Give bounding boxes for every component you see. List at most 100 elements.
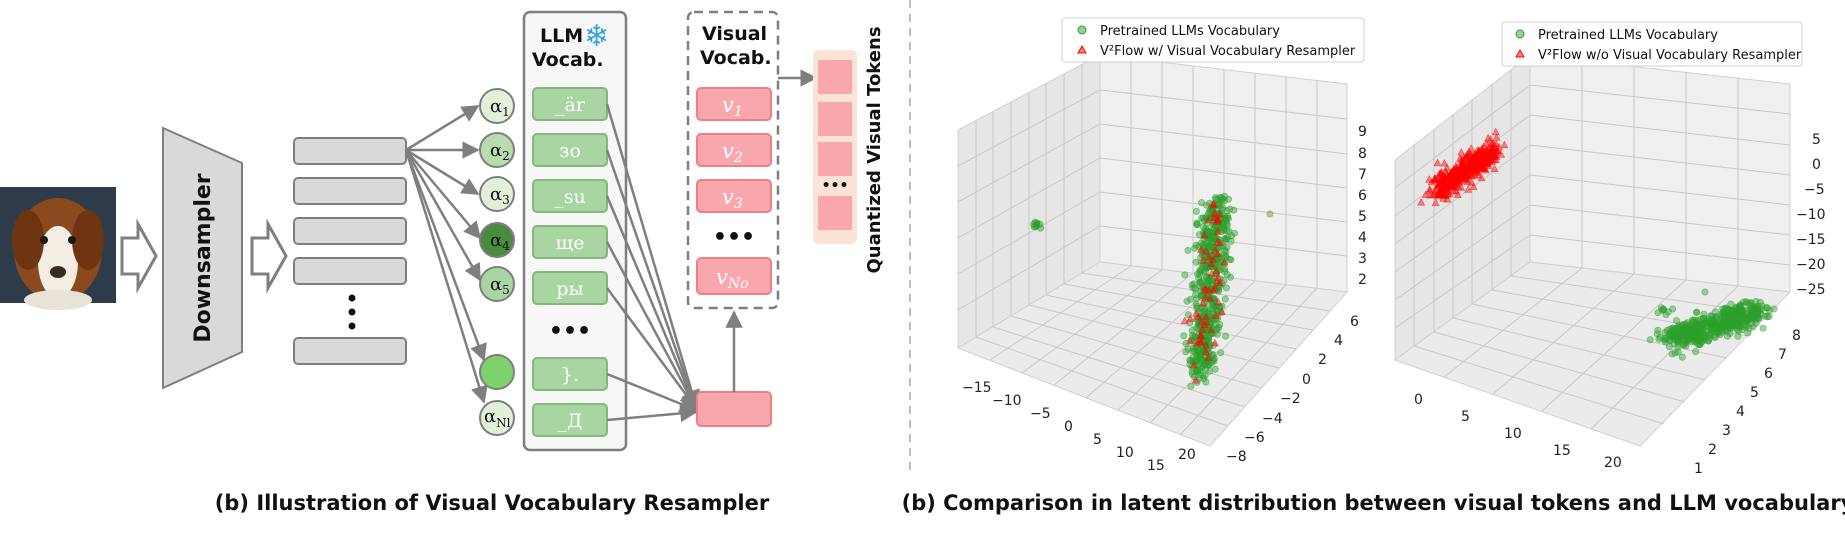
visual-vocab-item	[696, 257, 772, 295]
red-point	[1437, 168, 1446, 176]
plot1-x-tick: 5	[1093, 432, 1102, 448]
green-point	[1763, 313, 1771, 321]
green-point	[1201, 307, 1209, 315]
green-point	[1210, 357, 1218, 365]
red-point	[1199, 256, 1208, 264]
red-point	[1473, 151, 1482, 160]
green-point	[1211, 365, 1219, 373]
red-point	[1213, 214, 1222, 223]
plot1-z-tick: 7	[1358, 167, 1367, 183]
plot2-legend-item: Pretrained LLMs Vocabulary	[1538, 28, 1718, 43]
green-point	[1187, 382, 1195, 390]
green-point	[1700, 329, 1708, 337]
red-point	[1213, 215, 1222, 224]
red-point	[1492, 133, 1501, 141]
alpha-label-2: α2	[490, 140, 510, 163]
visual-vocab-text: v1	[722, 93, 743, 120]
green-point	[1655, 335, 1663, 343]
green-point	[1193, 270, 1201, 278]
llm-vocab-text: }.	[561, 364, 579, 386]
green-point	[1696, 322, 1704, 330]
ellipsis-dot	[348, 322, 356, 330]
green-point	[1187, 357, 1195, 365]
plot2-z-tick: −20	[1796, 257, 1826, 273]
alpha-label-3: α3	[490, 184, 510, 207]
green-point	[1745, 314, 1753, 322]
plot2-y-tick: 4	[1736, 404, 1745, 420]
alpha-weights: α1 α2 α3 α4 α5 αNl	[479, 88, 515, 436]
green-point	[1692, 348, 1700, 356]
resampler-diagram: Downsampler α1	[0, 10, 885, 515]
llm-vocab-text: зо	[559, 140, 581, 162]
red-point	[1470, 165, 1479, 173]
red-point	[1463, 165, 1472, 173]
green-point	[1741, 321, 1749, 329]
legend-red-marker	[1077, 44, 1087, 54]
plot1-y-tick: 6	[1350, 314, 1359, 330]
green-point	[1697, 315, 1705, 323]
plot1-y-tick: −4	[1262, 411, 1283, 427]
red-point	[1204, 215, 1213, 224]
red-point	[1440, 175, 1449, 184]
plot2-y-tick: 5	[1750, 385, 1759, 401]
green-point	[1226, 255, 1234, 263]
red-point	[1180, 316, 1189, 324]
green-point	[1744, 329, 1752, 337]
llm-vocab-box: LLM Vocab. ❄ _är зо _su ще ры ••• }. _Д	[522, 10, 628, 452]
green-point	[1182, 348, 1190, 356]
green-point	[1221, 246, 1229, 254]
visual-vocab-box: Visual Vocab. v1 v2 v3 ••• vNo	[686, 10, 780, 310]
green-point	[1680, 325, 1688, 333]
red-point	[1475, 159, 1484, 167]
red-point	[1455, 173, 1464, 181]
green-point	[1759, 324, 1767, 332]
plot1-legend: Pretrained LLMs Vocabulary V²Flow w/ Vis…	[1061, 17, 1365, 63]
legend-green-marker	[1515, 29, 1525, 39]
green-point	[1201, 371, 1209, 379]
llm-vocab-title-1: LLM	[540, 25, 583, 47]
red-point	[1217, 307, 1226, 316]
green-point	[1657, 304, 1665, 312]
red-point	[1211, 246, 1220, 254]
plot1-y-tick: 4	[1334, 333, 1343, 349]
plot2-x-tick: 0	[1414, 392, 1423, 408]
alpha-circle-5	[479, 266, 515, 302]
red-point	[1457, 183, 1466, 191]
green-point	[1219, 195, 1227, 203]
visual-vocab-title-1: Visual	[702, 23, 767, 45]
red-point	[1443, 163, 1452, 171]
alpha-label-5: α5	[490, 274, 510, 297]
red-point	[1214, 297, 1223, 306]
plot1-x-tick: −10	[992, 393, 1022, 409]
llm-vocab-ellipsis: •••	[549, 319, 591, 344]
feature-bar	[293, 337, 407, 365]
green-point	[1741, 314, 1749, 322]
red-point	[1474, 147, 1483, 155]
green-point	[1190, 280, 1198, 288]
plot2-y-tick: 2	[1708, 442, 1717, 458]
visual-vocab-text: v2	[722, 139, 743, 166]
plot2-x-tick: 10	[1504, 426, 1522, 442]
plot1-y-tick: 0	[1302, 372, 1311, 388]
green-point	[1213, 225, 1221, 233]
green-point	[1202, 262, 1210, 270]
llm-vocab-text: ще	[556, 232, 585, 254]
red-point	[1202, 247, 1211, 255]
green-point	[1209, 315, 1217, 323]
scatter-plot-1: −15 −10 −5 0 5 10 15 20 6 4 2 0 −2 −4 −6…	[956, 17, 1367, 474]
green-point	[1662, 335, 1670, 343]
green-point	[1717, 322, 1725, 330]
green-point	[1192, 258, 1200, 266]
red-point	[1207, 325, 1216, 334]
plot1-z-tick: 9	[1358, 124, 1367, 140]
alpha-circle-1	[479, 88, 515, 124]
red-point	[1202, 317, 1211, 326]
plot2-z-tick: −25	[1796, 282, 1826, 298]
red-point	[1186, 314, 1195, 322]
red-point	[1213, 227, 1222, 235]
red-point	[1186, 336, 1195, 345]
green-point	[1212, 306, 1220, 314]
alpha-label-nl: αNl	[484, 406, 511, 430]
